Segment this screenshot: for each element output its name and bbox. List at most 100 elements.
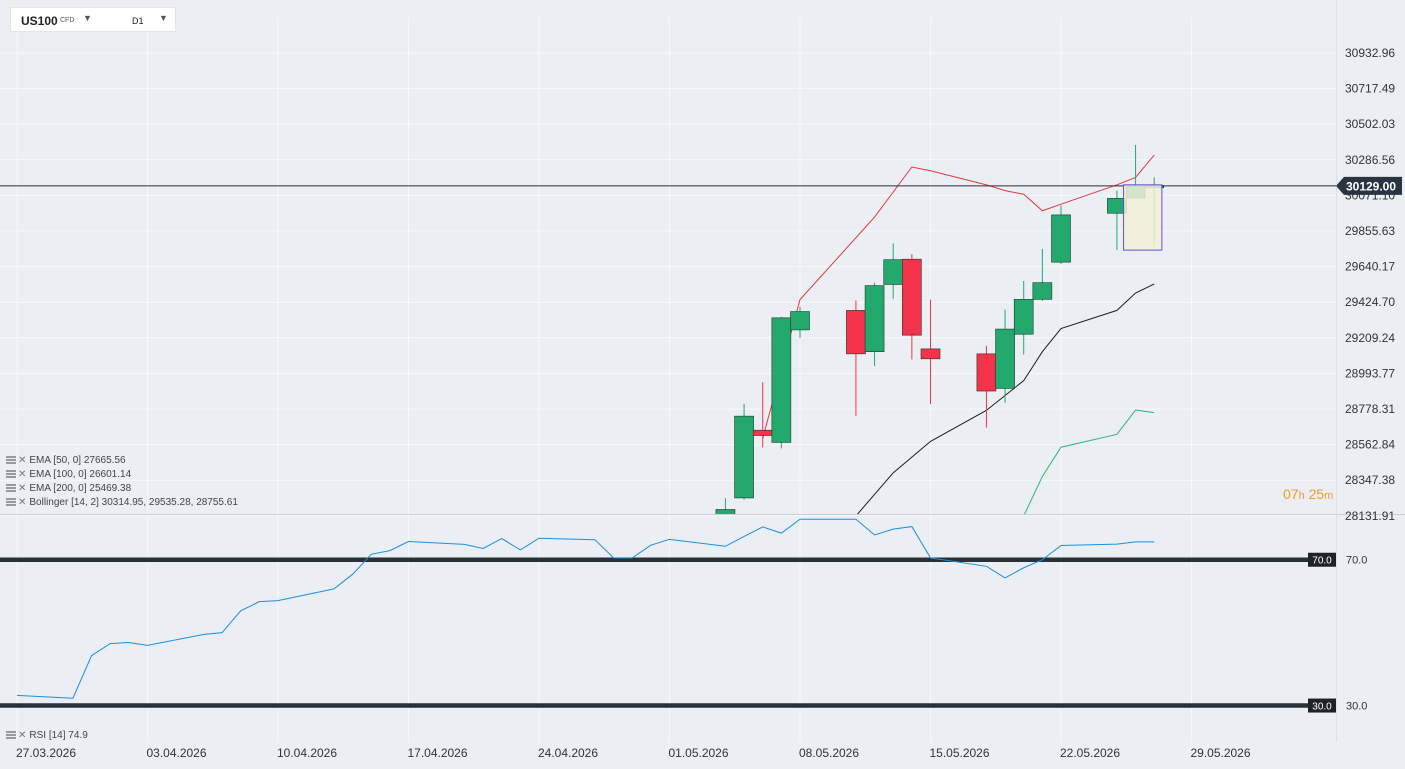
rsi-level-tag (1308, 698, 1336, 713)
indicator-label: Bollinger [14, 2] 30314.95, 29535.28, 28… (29, 497, 238, 508)
candle-body (1032, 282, 1053, 300)
candle-body (715, 509, 736, 514)
candle-body (1051, 214, 1071, 263)
remove-icon[interactable]: ✕ (18, 730, 27, 741)
candle-21.05.2026 (1032, 248, 1053, 301)
instrument-type: CFD (60, 17, 75, 24)
candle-body (1013, 299, 1034, 335)
chart-grid (0, 0, 1405, 742)
price-tick-label: 29855.63 (1345, 224, 1395, 238)
countdown-minutes: 25 (1308, 486, 1325, 502)
candle-04.05.2026 (715, 498, 736, 514)
date-tick-label: 27.03.2026 (16, 746, 76, 760)
price-tick-label: 29209.24 (1345, 331, 1395, 345)
candle-body (771, 317, 792, 443)
last-price-tag-bg (1336, 176, 1402, 195)
indicator-settings-icon[interactable] (6, 484, 16, 493)
candle-body (752, 429, 773, 436)
candle-body (846, 310, 866, 355)
candle-15.05.2026 (920, 299, 941, 405)
price-tick-label: 28562.84 (1345, 438, 1395, 452)
countdown-minutes-unit: m (1324, 490, 1334, 502)
price-tick-label: 30717.49 (1345, 82, 1395, 96)
chart-overlay (0, 184, 1336, 251)
selection-box (1123, 184, 1163, 251)
countdown-hours-unit: h (1298, 490, 1305, 502)
candle-body (790, 311, 810, 331)
rsi-level-tag-label: 70.0 (1312, 556, 1332, 567)
price-tick-label: 30286.56 (1345, 153, 1395, 167)
candle-body (976, 353, 997, 392)
date-tick-label: 22.05.2026 (1060, 746, 1120, 760)
candle-body (995, 328, 1015, 389)
candle-22.05.2026 (1051, 205, 1071, 264)
candle-08.05.2026 (790, 306, 810, 339)
remove-icon[interactable]: ✕ (18, 483, 27, 494)
timeframe-select[interactable]: D1 (132, 16, 144, 26)
timeframe-dropdown-icon[interactable]: ▼ (159, 13, 168, 23)
candle-body (734, 415, 754, 499)
rsi-level-tag-label: 30.0 (1312, 702, 1332, 713)
indicator-label: EMA [100, 0] 26601.14 (29, 469, 132, 480)
date-tick-label: 15.05.2026 (929, 746, 989, 760)
date-tick-label: 01.05.2026 (668, 746, 728, 760)
indicator-settings-icon[interactable] (6, 470, 16, 479)
candle-countdown: 07h 25m (1283, 486, 1333, 502)
price-tick-label: 30932.96 (1345, 46, 1395, 60)
last-price-label: 30129.00 (1346, 179, 1396, 193)
candle-19.05.2026 (995, 309, 1015, 403)
indicator-legend-bollinger[interactable]: ✕ Bollinger [14, 2] 30314.95, 29535.28, 2… (6, 497, 238, 508)
candle-body (883, 259, 904, 285)
indicator-settings-icon[interactable] (6, 456, 16, 465)
symbol-toolbar[interactable]: US100 CFD ▼ D1 ▼ (10, 7, 176, 32)
candle-14.05.2026 (902, 254, 922, 360)
indicator-legend-ema100[interactable]: ✕ EMA [100, 0] 26601.14 (6, 469, 131, 480)
symbol-dropdown-icon[interactable]: ▼ (83, 13, 92, 23)
date-tick-label: 17.04.2026 (407, 746, 467, 760)
indicator-settings-icon[interactable] (6, 731, 16, 740)
candle-12.05.2026 (864, 282, 885, 367)
rsi-panel: 70.0 70.0 30.0 30.0 (0, 518, 1367, 713)
rsi-level-tag (1308, 552, 1336, 567)
price-tick-label: 30502.03 (1345, 117, 1395, 131)
indicator-label: RSI [14] 74.9 (29, 730, 88, 741)
date-tick-label: 29.05.2026 (1190, 746, 1250, 760)
date-tick-label: 10.04.2026 (277, 746, 337, 760)
price-tick-label: 29424.70 (1345, 295, 1395, 309)
indicator-settings-icon[interactable] (6, 498, 16, 507)
remove-icon[interactable]: ✕ (18, 455, 27, 466)
symbol-name[interactable]: US100 (21, 14, 58, 28)
last-price-tag: 30129.00 (1336, 176, 1402, 195)
rsi-line (16, 518, 1155, 699)
price-tick-label: 28993.77 (1345, 366, 1395, 380)
remove-icon[interactable]: ✕ (18, 497, 27, 508)
candle-11.05.2026 (846, 300, 866, 416)
date-tick-label: 08.05.2026 (799, 746, 859, 760)
candle-body (902, 258, 922, 336)
candle-body (920, 348, 941, 360)
countdown-hours: 07 (1283, 486, 1299, 502)
bollinger-upper-line (762, 154, 1155, 439)
date-tick-label: 24.04.2026 (538, 746, 598, 760)
price-tick-label: 28131.91 (1345, 509, 1395, 523)
candle-body (864, 285, 885, 353)
indicator-legend-rsi[interactable]: ✕ RSI [14] 74.9 (6, 730, 88, 741)
price-tick-label: 29640.17 (1345, 260, 1395, 274)
candlesticks (715, 145, 1165, 514)
candle-25.05.2026 (1107, 190, 1127, 251)
bollinger-middle-line (856, 283, 1155, 514)
indicator-legend-ema200[interactable]: ✕ EMA [200, 0] 25469.38 (6, 483, 131, 494)
candle-20.05.2026 (1013, 280, 1034, 355)
remove-icon[interactable]: ✕ (18, 469, 27, 480)
indicator-label: EMA [200, 0] 25469.38 (29, 483, 132, 494)
rsi-axis-label: 70.0 (1346, 555, 1367, 567)
bollinger-lower-line (1024, 409, 1155, 514)
price-tick-label: 28778.31 (1345, 402, 1395, 416)
bollinger-bands (762, 154, 1155, 514)
indicator-legend-ema50[interactable]: ✕ EMA [50, 0] 27665.56 (6, 455, 126, 466)
candle-07.05.2026 (771, 316, 792, 449)
indicator-label: EMA [50, 0] 27665.56 (29, 455, 126, 466)
chart-axes: 30932.9630717.4930502.0330286.5630071.10… (16, 46, 1402, 760)
price-tick-label: 28347.38 (1345, 473, 1395, 487)
